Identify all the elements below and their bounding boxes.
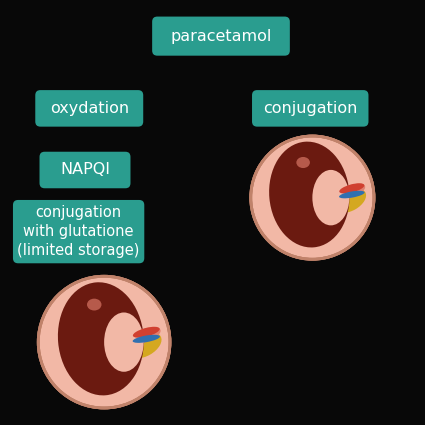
- FancyBboxPatch shape: [13, 200, 145, 263]
- Ellipse shape: [339, 183, 364, 193]
- Circle shape: [38, 276, 170, 408]
- Ellipse shape: [104, 312, 144, 372]
- Text: paracetamol: paracetamol: [170, 28, 272, 44]
- Ellipse shape: [87, 299, 102, 311]
- Ellipse shape: [336, 184, 365, 199]
- FancyBboxPatch shape: [35, 90, 143, 127]
- Ellipse shape: [128, 332, 162, 358]
- Ellipse shape: [133, 335, 160, 343]
- Text: conjugation
with glutatione
(limited storage): conjugation with glutatione (limited sto…: [17, 205, 140, 258]
- FancyBboxPatch shape: [152, 17, 290, 56]
- Ellipse shape: [312, 170, 349, 225]
- Ellipse shape: [335, 189, 366, 213]
- FancyBboxPatch shape: [40, 152, 130, 188]
- Ellipse shape: [133, 327, 160, 338]
- Ellipse shape: [296, 157, 310, 168]
- Ellipse shape: [339, 191, 365, 198]
- Ellipse shape: [129, 327, 161, 344]
- Ellipse shape: [269, 142, 349, 247]
- Ellipse shape: [58, 282, 144, 395]
- FancyBboxPatch shape: [252, 90, 368, 127]
- Text: NAPQI: NAPQI: [60, 162, 110, 178]
- Text: conjugation: conjugation: [263, 101, 357, 116]
- Text: oxydation: oxydation: [50, 101, 129, 116]
- Circle shape: [251, 136, 374, 259]
